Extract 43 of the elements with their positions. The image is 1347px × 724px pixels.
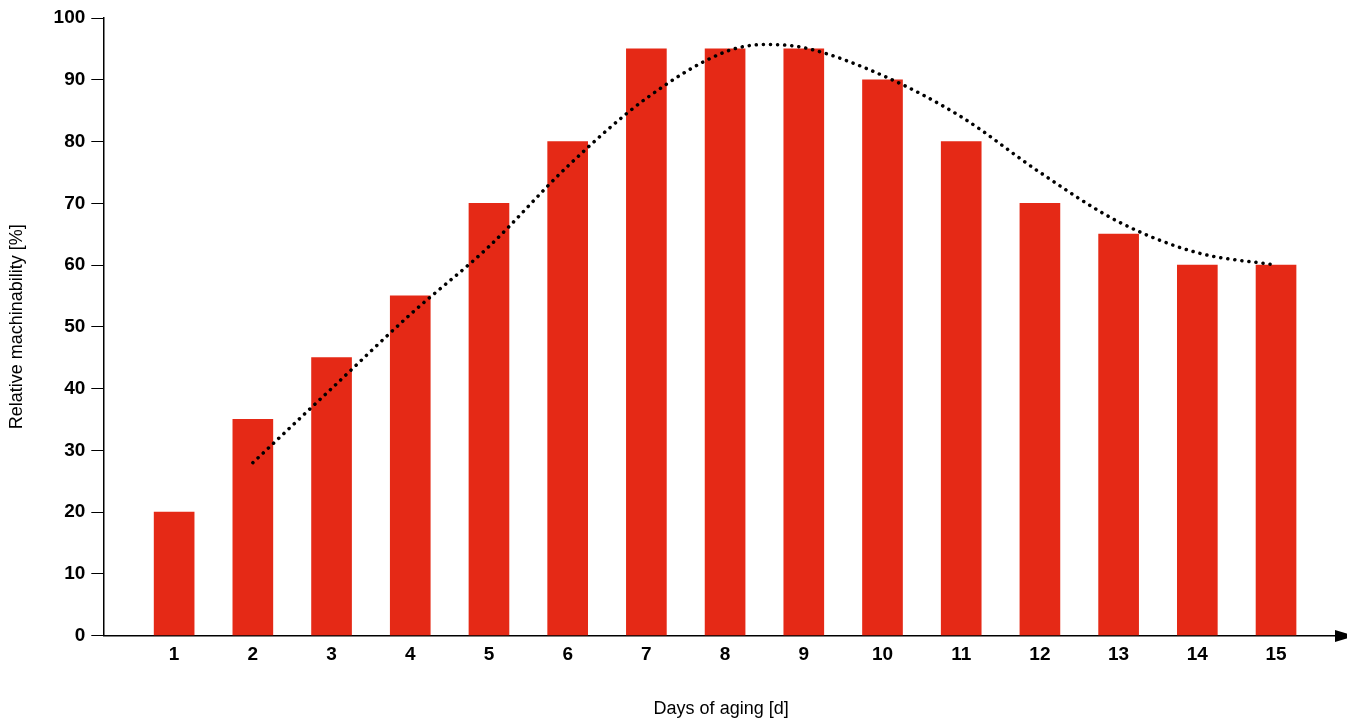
- x-tick-label: 9: [798, 643, 810, 665]
- x-tick-label: 2: [247, 643, 259, 665]
- y-tick-label: 60: [64, 253, 86, 275]
- x-axis-title: Days of aging [d]: [653, 698, 789, 719]
- y-tick-label: 90: [64, 67, 86, 89]
- x-tick-label: 1: [168, 643, 180, 665]
- x-tick-label: 14: [1186, 643, 1209, 665]
- bar: [704, 48, 746, 636]
- bar: [153, 511, 195, 636]
- bar: [547, 141, 588, 636]
- y-tick-label: 20: [64, 500, 86, 522]
- x-tick-label: 12: [1029, 643, 1051, 665]
- x-tick-label: 13: [1108, 643, 1130, 665]
- bar: [468, 202, 510, 636]
- bar: [1177, 264, 1218, 636]
- x-tick-label: 15: [1265, 643, 1288, 665]
- y-tick-label: 30: [64, 438, 86, 460]
- x-tick-label: 7: [641, 643, 652, 665]
- y-tick-label: 70: [64, 191, 86, 213]
- bar: [389, 295, 431, 636]
- x-tick-label: 8: [719, 643, 731, 665]
- y-tick-label: 50: [64, 315, 86, 337]
- bar: [626, 48, 667, 636]
- bar: [783, 48, 825, 636]
- x-tick-label: 5: [483, 643, 495, 665]
- y-axis-title: Relative machinability [%]: [5, 224, 26, 430]
- bar: [232, 419, 274, 636]
- bar: [1098, 233, 1139, 636]
- bar: [1255, 264, 1297, 636]
- y-tick-label: 40: [64, 376, 86, 398]
- x-tick-label: 3: [326, 643, 337, 665]
- y-tick-label: 10: [64, 562, 86, 584]
- bar: [940, 141, 982, 636]
- x-tick-label: 6: [562, 643, 573, 665]
- x-tick-label: 4: [404, 643, 416, 665]
- y-tick-label: 0: [74, 623, 86, 645]
- bar: [311, 357, 352, 636]
- y-tick-label: 100: [53, 6, 86, 28]
- bar: [862, 79, 903, 636]
- y-tick-label: 80: [64, 129, 86, 151]
- x-tick-label: 11: [951, 643, 972, 665]
- bar: [1019, 202, 1061, 636]
- x-tick-label: 10: [871, 643, 894, 665]
